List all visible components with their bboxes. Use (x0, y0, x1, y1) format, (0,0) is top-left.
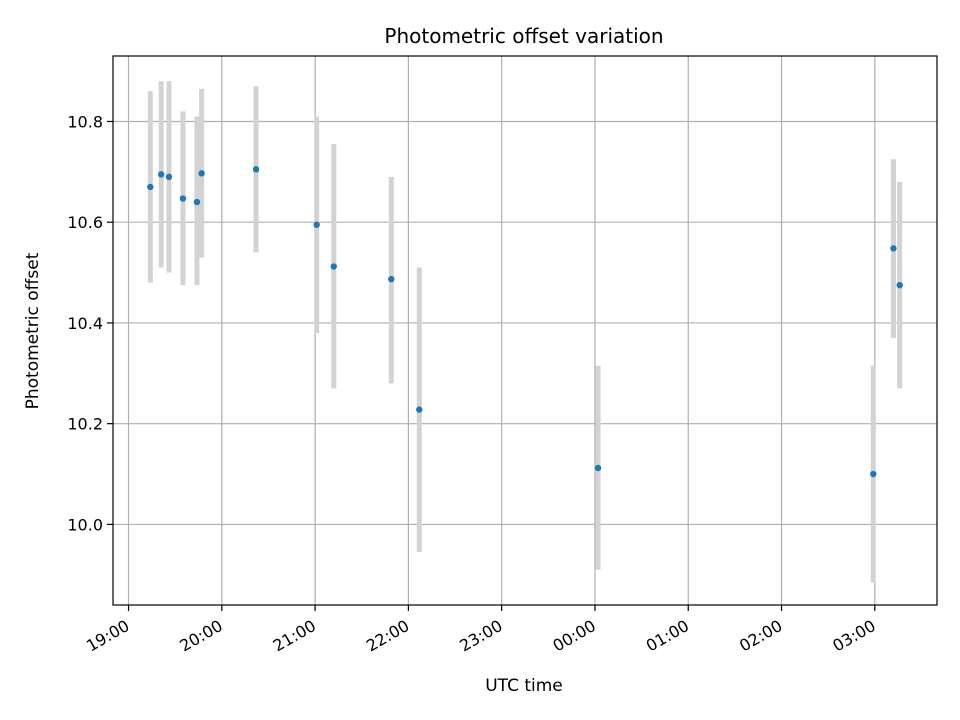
y-tick-label: 10.2 (67, 415, 103, 434)
error-bars (147, 81, 903, 583)
data-point (416, 406, 423, 413)
x-tick-label: 03:00 (829, 616, 878, 656)
data-point (157, 171, 165, 178)
x-tick-label: 20:00 (176, 616, 225, 656)
plot-frame (112, 55, 938, 606)
data-point (198, 170, 205, 177)
y-tick-label: 10.0 (67, 515, 103, 534)
data-point (165, 173, 173, 181)
x-tick-label: 02:00 (736, 616, 785, 656)
y-tick-label: 10.6 (67, 213, 103, 232)
data-point (330, 263, 337, 270)
data-point (147, 183, 154, 191)
y-tick-label: 10.4 (67, 314, 103, 333)
x-tick-label: 22:00 (363, 616, 412, 656)
data-point (252, 166, 260, 173)
y-tick-label: 10.8 (67, 112, 103, 131)
y-axis-ticks: 10.0 10.2 10.4 10.6 10.8 (67, 112, 113, 534)
data-point (179, 195, 187, 202)
x-tick-label: 19:00 (83, 616, 132, 656)
data-points (147, 166, 903, 478)
grid (113, 56, 937, 605)
data-point (594, 464, 602, 472)
x-tick-label: 21:00 (270, 616, 319, 656)
data-point (896, 281, 903, 289)
y-axis-label: Photometric offset (23, 252, 43, 409)
x-tick-label: 01:00 (643, 616, 692, 656)
x-axis-ticks: 19:00 20:00 21:00 22:00 23:00 00:00 01:00 02:00… (83, 605, 879, 656)
data-point (193, 198, 201, 206)
x-tick-label: 23:00 (456, 616, 505, 656)
x-tick-label: 00:00 (550, 616, 599, 656)
data-point (870, 470, 877, 478)
chart-title: Photometric offset variation (384, 24, 663, 48)
data-point (388, 275, 395, 283)
data-point (890, 245, 897, 252)
data-point (313, 221, 320, 228)
x-axis-label: UTC time (485, 676, 563, 696)
